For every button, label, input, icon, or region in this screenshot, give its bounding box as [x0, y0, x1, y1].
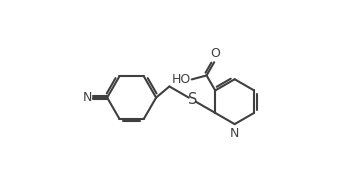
Text: S: S: [188, 92, 197, 107]
Text: N: N: [230, 127, 239, 139]
Text: N: N: [83, 91, 92, 104]
Text: O: O: [210, 47, 220, 60]
Text: HO: HO: [172, 73, 191, 86]
